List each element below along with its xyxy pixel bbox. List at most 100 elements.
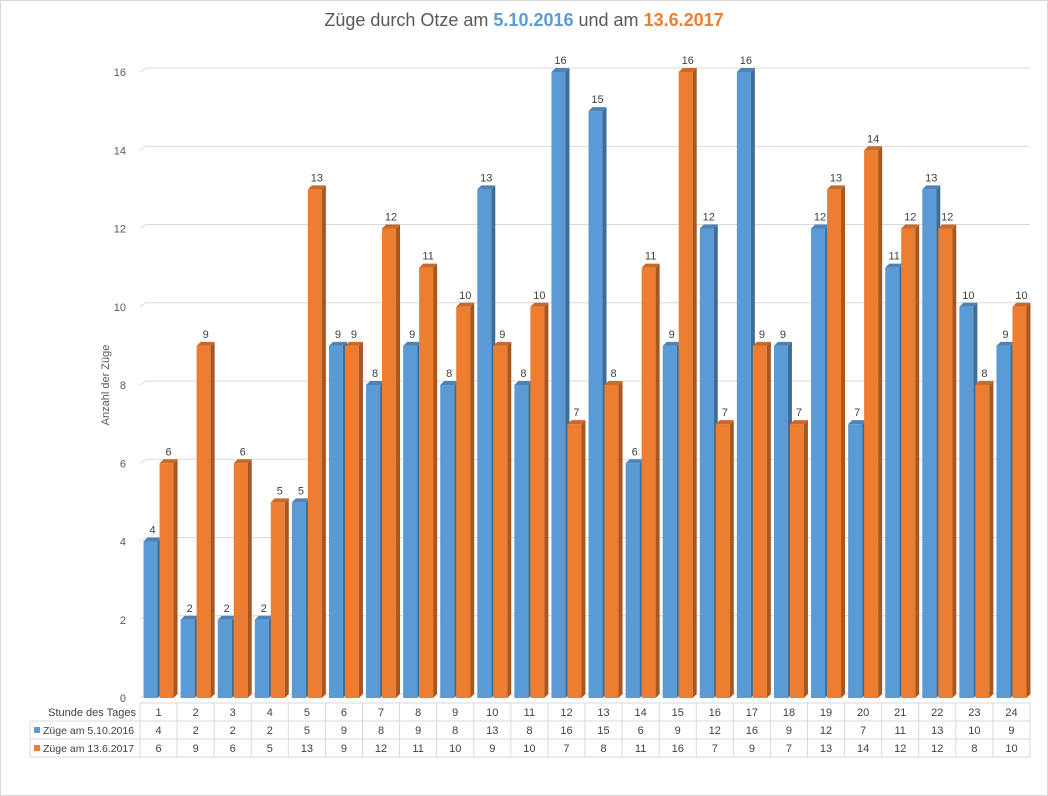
x-tick-label: 24 xyxy=(1005,707,1017,719)
x-tick-label: 23 xyxy=(968,707,980,719)
x-tick-label: 21 xyxy=(894,707,906,719)
bar-side xyxy=(878,146,883,698)
data-label: 5 xyxy=(277,485,283,497)
data-label: 12 xyxy=(904,212,916,224)
table-cell: 11 xyxy=(412,743,423,755)
bar-side xyxy=(1026,302,1031,698)
bar-front xyxy=(827,189,842,698)
y-tick-label: 6 xyxy=(120,458,126,470)
table-cell: 10 xyxy=(1005,743,1017,755)
bar-1-14 xyxy=(625,459,644,698)
bar-top xyxy=(196,341,215,346)
table-cell: 13 xyxy=(301,743,313,755)
table-cell: 16 xyxy=(560,725,572,737)
data-label: 7 xyxy=(796,407,802,419)
chart-title: Züge durch Otze am 5.10.2016 und am 13.6… xyxy=(0,10,1048,31)
gridline-depth xyxy=(139,537,147,542)
bar-top xyxy=(715,420,734,425)
bar-1-23 xyxy=(959,302,978,698)
bar-side xyxy=(396,224,401,698)
data-label: 9 xyxy=(1002,329,1008,341)
x-tick-label: 12 xyxy=(560,707,572,719)
data-label: 9 xyxy=(759,329,765,341)
x-tick-label: 15 xyxy=(672,707,684,719)
data-label: 9 xyxy=(409,329,415,341)
bar-2-2 xyxy=(196,341,215,698)
bar-side xyxy=(358,341,363,698)
table-cell: 7 xyxy=(786,743,792,755)
legend-entry: Züge am 5.10.2016 xyxy=(43,725,134,737)
bar-2-10 xyxy=(493,341,512,698)
title-date-1: 5.10.2016 xyxy=(493,10,574,30)
gridlines xyxy=(139,67,1030,699)
table-cell: 9 xyxy=(415,725,421,737)
bar-side xyxy=(952,224,957,698)
table-cell: 9 xyxy=(786,725,792,737)
data-label: 13 xyxy=(925,172,937,184)
bar-1-16 xyxy=(699,224,718,698)
data-label: 10 xyxy=(459,290,471,302)
bar-front xyxy=(551,72,566,698)
bar-top xyxy=(254,615,273,620)
y-tick-label: 16 xyxy=(114,67,126,79)
table-cell: 11 xyxy=(894,725,905,737)
bar-front xyxy=(440,385,455,698)
x-tick-label: 10 xyxy=(486,707,498,719)
bar-top xyxy=(922,185,941,190)
x-tick-label: 8 xyxy=(415,707,421,719)
bar-top xyxy=(604,381,623,385)
data-label: 11 xyxy=(888,251,899,263)
data-label: 13 xyxy=(311,172,323,184)
bar-front xyxy=(885,267,900,698)
bar-front xyxy=(159,463,174,698)
bar-2-24 xyxy=(1012,302,1031,698)
bar-2-12 xyxy=(567,420,586,698)
data-label: 13 xyxy=(480,172,492,184)
bar-top xyxy=(217,615,236,620)
table-cell: 6 xyxy=(638,725,644,737)
table-cell: 15 xyxy=(597,725,609,737)
bar-front xyxy=(1012,306,1027,698)
bar-top xyxy=(752,341,771,346)
bar-side xyxy=(581,420,586,698)
bar-top xyxy=(456,302,475,307)
data-label: 9 xyxy=(203,329,209,341)
table-cell: 10 xyxy=(968,725,980,737)
bar-2-23 xyxy=(975,381,994,698)
bar-front xyxy=(588,111,603,698)
bar-side xyxy=(284,498,289,698)
x-tick-label: 13 xyxy=(597,707,609,719)
bar-front xyxy=(625,463,640,698)
bar-2-17 xyxy=(752,341,771,698)
bar-side xyxy=(321,185,326,698)
bar-2-8 xyxy=(419,263,438,698)
bar-top xyxy=(773,341,792,346)
data-label: 6 xyxy=(165,446,171,458)
bar-top xyxy=(864,146,883,151)
bar-side xyxy=(247,459,252,698)
data-label: 4 xyxy=(149,525,155,537)
bar-front xyxy=(848,424,863,698)
bar-top xyxy=(827,185,846,190)
table-cell: 7 xyxy=(563,743,569,755)
gridline-depth xyxy=(139,145,147,151)
title-date-2: 13.6.2017 xyxy=(643,10,724,30)
table-cell: 9 xyxy=(675,725,681,737)
bar-front xyxy=(254,619,269,698)
bar-side xyxy=(433,263,438,698)
bar-top xyxy=(382,224,401,229)
table-cell: 12 xyxy=(820,725,832,737)
data-label: 8 xyxy=(372,368,378,380)
x-tick-label: 2 xyxy=(193,707,199,719)
table-cell: 9 xyxy=(193,743,199,755)
y-axis: 0 2 4 6 8 10 12 14 16 xyxy=(114,67,126,705)
y-axis-label: Anzahl der Züge xyxy=(100,345,112,426)
bar-side xyxy=(507,341,512,698)
table-cell: 7 xyxy=(860,725,866,737)
bar-front xyxy=(959,306,974,698)
bar-1-9 xyxy=(440,381,459,698)
x-tick-label: 20 xyxy=(857,707,869,719)
bar-front xyxy=(403,345,418,698)
bar-front xyxy=(996,345,1011,698)
